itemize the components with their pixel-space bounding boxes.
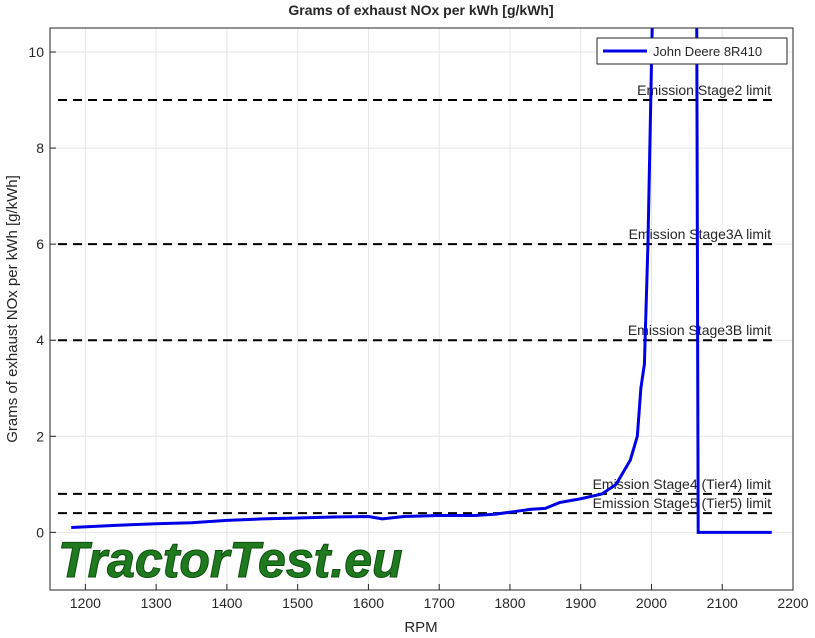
x-tick-label: 1200 [70,595,101,611]
limit-label: Emission Stage3B limit [628,322,771,338]
axes-box [49,27,794,591]
x-tick-label: 1400 [211,595,242,611]
y-tick-label: 4 [36,332,44,348]
limit-label: Emission Stage3A limit [629,226,772,242]
data-line [71,28,772,534]
limit-label: Emission Stage2 limit [637,82,771,98]
y-tick-label: 10 [28,44,44,60]
x-tick-label: 1800 [494,595,525,611]
x-tick-label: 2200 [777,595,808,611]
limit-label: Emission Stage5 (Tier5) limit [593,495,772,511]
limit-label: Emission Stage4 (Tier4) limit [593,476,772,492]
x-tick-label: 1600 [353,595,384,611]
y-axis-label: Grams of exhaust NOx per kWh [g/kWh] [4,175,21,443]
x-tick-label: 1300 [141,595,172,611]
x-tick-label: 1900 [565,595,596,611]
x-axis-label: RPM [404,619,437,636]
x-tick-label: 1500 [282,595,313,611]
watermark: TractorTest.eu [58,532,403,588]
chart-title: Grams of exhaust NOx per kWh [g/kWh] [288,2,553,18]
x-tick-label: 2000 [636,595,667,611]
x-tick-label: 2100 [707,595,738,611]
y-tick-label: 2 [36,428,44,444]
x-tick-label: 1700 [424,595,455,611]
y-tick-label: 6 [36,236,44,252]
y-tick-label: 0 [36,524,44,540]
legend-label: John Deere 8R410 [653,44,762,59]
y-tick-label: 8 [36,140,44,156]
